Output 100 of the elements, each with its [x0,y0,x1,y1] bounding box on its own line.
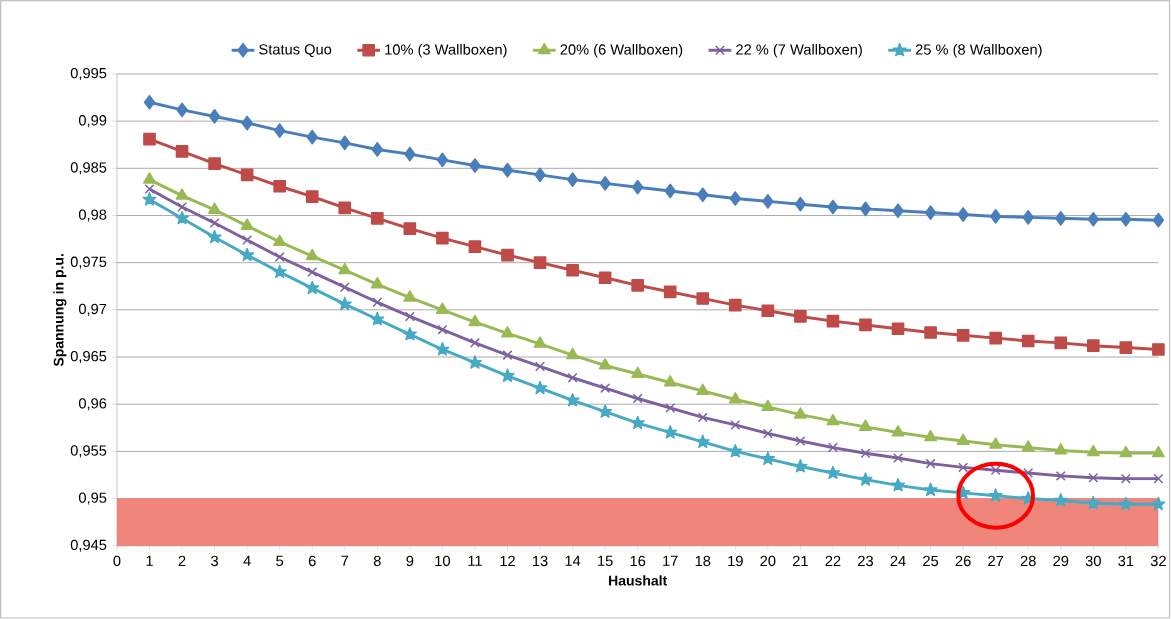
y-tick-label: 0,98 [78,209,107,222]
point [890,478,906,492]
x-tick-label: 30 [1085,555,1101,567]
point [437,324,448,335]
point [338,262,352,275]
point [339,282,350,293]
point [370,212,384,225]
point [860,448,871,459]
x-tick-label: 3 [211,555,219,567]
x-tick-label: 14 [565,555,581,566]
point [600,383,611,394]
point [532,380,548,395]
x-axis-title: Haushalt [609,575,668,586]
point [956,433,970,446]
point [240,168,254,182]
point [924,429,938,442]
x-tick-label: 0 [113,555,121,567]
point [404,146,416,162]
point [632,393,643,404]
point [1086,339,1100,353]
x-tick-label: 2 [178,555,186,567]
point [435,302,449,315]
point [176,102,188,118]
point [990,465,1001,476]
point [825,465,841,480]
point [273,123,286,139]
x-tick-label: 13 [532,555,548,567]
legend-label: 10% (3 Wallboxen) [385,44,507,58]
point [697,187,709,203]
point [958,462,969,473]
point [534,167,546,183]
point [533,256,547,270]
point [241,115,253,131]
point [1086,496,1101,510]
x-tick-label: 28 [1020,555,1036,567]
x-tick-label: 18 [695,555,711,567]
point [728,392,742,404]
y-axis-title: Spannung in p.u. [53,254,67,367]
point [142,172,157,184]
point [371,142,384,157]
y-tick-label: 0,955 [70,445,107,458]
point [272,264,287,279]
point [826,314,840,328]
y-tick-label: 0,965 [70,351,107,364]
x-tick-label: 21 [792,555,808,567]
point [1087,212,1100,227]
point [891,322,905,336]
point [893,453,904,464]
point [858,472,873,486]
point [957,207,969,223]
point [1119,341,1133,355]
point [924,326,937,339]
point [338,201,352,215]
x-tick-label: 29 [1053,555,1069,567]
point [305,190,319,204]
point [858,419,872,432]
point [565,393,580,407]
point [305,248,319,261]
point [1151,496,1166,511]
point [207,229,222,244]
point [372,297,383,308]
point [307,267,318,278]
point [859,318,872,332]
point [535,361,546,372]
point [696,292,710,306]
point [1055,471,1066,482]
point [533,336,547,349]
point [337,296,352,311]
y-tick-label: 0,97 [78,303,107,317]
y-tick-label: 0,99 [78,115,107,128]
point [436,231,449,245]
x-tick-label: 6 [308,555,316,567]
x-tick-label: 4 [243,555,251,566]
point [500,326,515,338]
point [728,444,743,458]
point [730,420,741,431]
point [663,375,677,387]
point [209,218,220,229]
point [1153,473,1164,484]
point [1151,446,1165,458]
point [761,399,775,412]
point [208,202,222,215]
point [631,366,645,379]
point [1022,210,1034,225]
point [240,218,254,231]
point [274,252,285,263]
point [502,350,513,361]
point [697,412,708,423]
point [761,304,775,318]
point [501,162,514,178]
x-tick-label: 24 [890,555,906,567]
x-tick-label: 27 [988,555,1004,567]
point [891,425,905,437]
point [956,329,970,342]
point [793,407,807,419]
x-tick-label: 17 [663,555,678,566]
point [175,145,189,158]
point [989,209,1002,224]
x-tick-label: 7 [341,555,349,566]
point [174,211,190,225]
